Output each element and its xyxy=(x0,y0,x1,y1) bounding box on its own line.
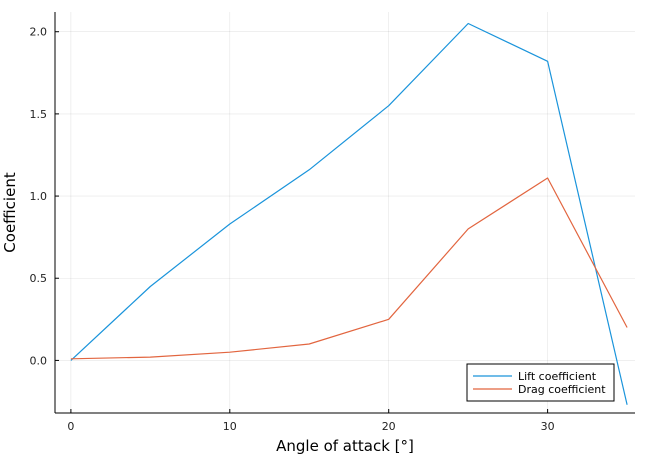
x-tick-label: 10 xyxy=(223,420,237,433)
x-tick-label: 20 xyxy=(382,420,396,433)
y-tick-label: 1.5 xyxy=(30,108,48,121)
legend-entry: Lift coefficient xyxy=(518,370,597,383)
x-tick-label: 30 xyxy=(541,420,555,433)
y-tick-label: 0.0 xyxy=(30,354,48,367)
series-line-lift xyxy=(70,22,628,405)
grid xyxy=(55,12,635,413)
x-tick-label: 0 xyxy=(67,420,74,433)
legend-box xyxy=(466,363,615,402)
y-tick-label: 0.5 xyxy=(30,272,48,285)
series-lines xyxy=(70,22,628,405)
x-axis-label: Angle of attack [°] xyxy=(276,437,414,455)
y-tick-label: 2.0 xyxy=(30,26,48,39)
series-line-drag xyxy=(70,177,628,360)
axes xyxy=(54,12,635,414)
legend-entry: Drag coefficient xyxy=(518,383,606,396)
tick-labels: 0 10 20 30 0.0 0.5 1.0 1.5 2.0 xyxy=(30,26,555,433)
y-axis-label: Coefficient xyxy=(1,172,19,253)
y-tick-label: 1.0 xyxy=(30,190,48,203)
